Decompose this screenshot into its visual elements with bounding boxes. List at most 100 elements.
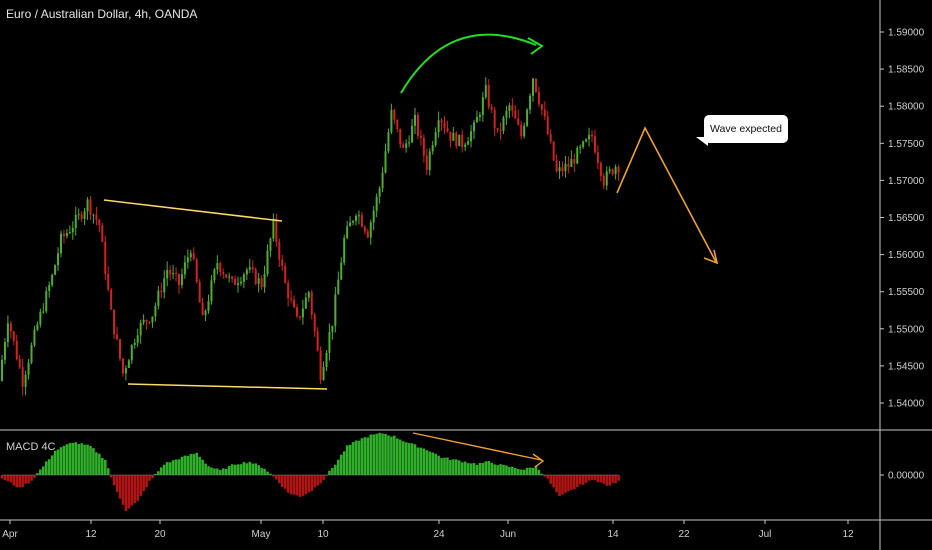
- candle-body: [83, 211, 86, 219]
- candle-body: [593, 136, 596, 153]
- macd-bar: [534, 465, 538, 475]
- macd-bar: [345, 445, 349, 475]
- macd-bar: [83, 444, 86, 475]
- candle-body: [169, 269, 172, 275]
- candle-body: [352, 220, 355, 223]
- candle-body: [281, 259, 284, 267]
- macd-bar: [455, 459, 458, 475]
- macd-bar: [56, 449, 60, 475]
- chart-title: Euro / Australian Dollar, 4h, OANDA: [6, 7, 198, 21]
- price-tick-label: 1.58500: [888, 65, 925, 76]
- macd-bar: [101, 458, 104, 475]
- macd-bar: [331, 467, 334, 475]
- candle-body: [121, 358, 124, 374]
- candle-body: [366, 231, 369, 238]
- macd-bar: [283, 475, 287, 489]
- candle-body: [15, 340, 18, 360]
- candle-body: [148, 321, 151, 323]
- candle-body: [142, 319, 145, 323]
- macd-bar: [112, 475, 116, 486]
- candle-body: [9, 323, 12, 332]
- candle-body: [396, 119, 399, 129]
- candle-body: [310, 292, 313, 315]
- candle-body: [195, 259, 198, 282]
- candle-body: [266, 250, 269, 274]
- candle-body: [487, 85, 490, 107]
- candle-body: [540, 104, 543, 110]
- candle-body: [248, 267, 251, 270]
- candle-body: [555, 160, 558, 172]
- projection-arrowhead: [703, 249, 719, 265]
- candle-body: [422, 137, 425, 156]
- macd-bar: [192, 454, 196, 475]
- candle-body: [219, 263, 222, 273]
- candle-body: [443, 122, 446, 129]
- candle-body: [178, 274, 180, 286]
- candle-body: [204, 310, 207, 316]
- candle-body: [207, 301, 210, 311]
- candle-body: [107, 274, 110, 290]
- candle-body: [21, 367, 24, 387]
- macd-bar: [251, 463, 255, 475]
- candle-body: [499, 129, 502, 131]
- candle-body: [346, 226, 349, 239]
- macd-bar: [118, 475, 122, 499]
- macd-bar: [133, 475, 137, 504]
- candle-body: [12, 331, 15, 341]
- candle-body: [343, 238, 346, 263]
- macd-bar: [15, 475, 19, 488]
- candle-body: [269, 238, 272, 251]
- candle-body: [237, 283, 239, 286]
- macd-bar: [351, 442, 355, 475]
- candle-body: [564, 164, 567, 172]
- candle-body: [228, 276, 231, 278]
- macd-bar: [437, 455, 440, 475]
- candle-body: [92, 214, 95, 216]
- candle-body: [71, 227, 74, 233]
- candle-body: [110, 289, 113, 310]
- candle-body: [331, 325, 334, 333]
- macd-bar: [86, 444, 89, 475]
- candle-body: [104, 241, 107, 275]
- macd-bar: [180, 456, 184, 475]
- macd-bar: [457, 460, 461, 475]
- wave-expected-bubble: Wave expected: [704, 115, 788, 143]
- price-tick-label: 1.55500: [888, 287, 925, 298]
- candle-body: [588, 134, 591, 140]
- candle-body: [257, 278, 260, 284]
- macd-bar: [39, 469, 42, 475]
- macd-bar: [578, 475, 582, 485]
- macd-bar: [154, 473, 157, 475]
- candle-body: [558, 167, 561, 172]
- candle-body: [139, 322, 142, 336]
- candle-body: [57, 253, 60, 266]
- candle-body: [387, 132, 390, 152]
- candle-body: [411, 125, 414, 143]
- macd-bar: [502, 464, 505, 475]
- macd-bar: [490, 462, 493, 475]
- macd-bar: [245, 463, 249, 475]
- macd-bar: [44, 461, 48, 475]
- macd-bar: [611, 475, 614, 483]
- curved-arrow: [400, 33, 537, 94]
- candle-body: [360, 215, 363, 227]
- candle-body: [393, 109, 396, 120]
- macd-bar: [221, 468, 225, 475]
- candle-body: [340, 262, 343, 280]
- macd-bar: [47, 459, 51, 475]
- macd-bar: [425, 450, 429, 475]
- macd-bar: [260, 467, 263, 475]
- candle-body: [39, 311, 42, 325]
- macd-bar: [272, 475, 275, 477]
- macd-bar: [183, 455, 187, 475]
- macd-bar: [570, 475, 573, 490]
- macd-bar: [139, 475, 142, 496]
- macd-bar: [92, 448, 95, 475]
- macd-bar: [516, 468, 520, 475]
- macd-bar: [514, 467, 517, 475]
- candle-body: [461, 134, 464, 147]
- macd-bar: [248, 461, 252, 475]
- candle-body: [48, 285, 51, 292]
- candle-body: [511, 105, 514, 111]
- macd-bar: [12, 475, 16, 486]
